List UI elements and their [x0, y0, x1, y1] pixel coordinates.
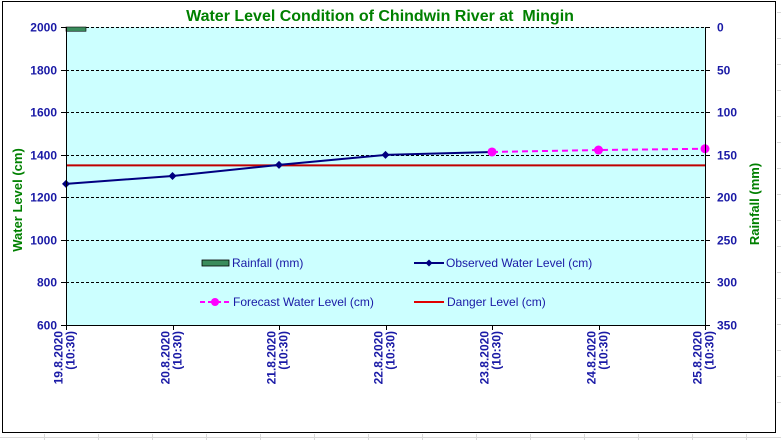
legend-item-forecast[interactable]: Forecast Water Level (cm) — [200, 295, 374, 309]
legend-item-observed[interactable]: Observed Water Level (cm) — [414, 256, 592, 270]
gridlines — [66, 27, 705, 283]
y2-tick-label: 100 — [717, 106, 737, 120]
legend-label-danger: Danger Level (cm) — [447, 295, 546, 309]
forecast-water-level-line — [491, 147, 706, 153]
forecast-point — [487, 147, 497, 157]
y2-tick-label: 350 — [717, 319, 737, 333]
y-axis-right: 0 50 100 150 200 250 300 350 — [705, 21, 737, 333]
y-tick-label: 1000 — [30, 234, 57, 248]
x-tick-time: (10:30) — [597, 331, 611, 370]
legend-marker-diamond — [425, 259, 433, 267]
legend-label-forecast: Forecast Water Level (cm) — [233, 295, 374, 309]
legend-item-danger[interactable]: Danger Level (cm) — [414, 295, 546, 309]
x-tick-date: 25.8.2020 — [691, 331, 705, 385]
x-tick-label: 19.8.2020(10:30) — [52, 331, 78, 385]
y-tick-label: 2000 — [30, 21, 57, 35]
y2-tick-label: 300 — [717, 276, 737, 290]
legend-marker-circle — [211, 298, 219, 306]
x-tick-time: (10:30) — [171, 331, 185, 370]
x-tick-date: 23.8.2020 — [478, 331, 492, 385]
observed-point — [275, 160, 283, 169]
x-tick-time: (10:30) — [703, 331, 717, 370]
y2-tick-label: 50 — [717, 64, 731, 78]
x-tick-date: 19.8.2020 — [52, 331, 66, 385]
y-tick-label: 1400 — [30, 149, 57, 163]
y-tick-label: 1200 — [30, 191, 57, 205]
y-tick-label: 800 — [37, 276, 57, 290]
x-tick-label: 22.8.2020(10:30) — [372, 331, 398, 385]
y2-tick-label: 150 — [717, 149, 737, 163]
chart-title: Water Level Condition of Chindwin River … — [186, 8, 574, 25]
x-tick-label: 24.8.2020(10:30) — [585, 331, 611, 385]
observed-point — [168, 172, 177, 180]
x-tick-time: (10:30) — [384, 331, 398, 370]
y2-axis-title: Rainfall (mm) — [747, 163, 762, 245]
x-tick-label: 21.8.2020(10:30) — [265, 331, 291, 385]
x-tick-time: (10:30) — [490, 331, 504, 370]
x-tick-date: 22.8.2020 — [372, 331, 386, 385]
x-tick-date: 21.8.2020 — [265, 331, 279, 385]
x-tick-label: 23.8.2020(10:30) — [478, 331, 504, 385]
x-tick-date: 20.8.2020 — [159, 331, 173, 385]
x-tick-label: 20.8.2020(10:30) — [159, 331, 185, 385]
x-tick-date: 24.8.2020 — [585, 331, 599, 385]
y-axis-title: Water Level (cm) — [10, 148, 25, 252]
forecast-point — [594, 145, 603, 155]
x-axis: 19.8.2020(10:30) 20.8.2020(10:30) 21.8.202… — [52, 325, 717, 384]
y2-tick-label: 200 — [717, 191, 737, 205]
y-tick-label: 600 — [37, 319, 57, 333]
legend: Rainfall (mm) Observed Water Level (cm) … — [200, 256, 592, 309]
y2-tick-label: 250 — [717, 234, 737, 248]
y-tick-label: 1800 — [30, 64, 57, 78]
x-tick-time: (10:30) — [64, 331, 78, 370]
y-axis-left: 600 800 1000 1200 1400 1600 1800 2000 — [30, 21, 66, 333]
x-tick-time: (10:30) — [277, 331, 291, 370]
x-tick-label: 25.8.2020(10:30) — [691, 331, 717, 385]
series-layer — [62, 26, 710, 188]
rainfall-bar — [65, 26, 87, 32]
y-tick-label: 1600 — [30, 106, 57, 120]
legend-label-rainfall: Rainfall (mm) — [232, 256, 303, 270]
legend-label-observed: Observed Water Level (cm) — [446, 256, 592, 270]
observed-point — [381, 150, 390, 159]
legend-swatch-rainfall — [201, 259, 230, 267]
y2-tick-label: 0 — [717, 21, 724, 35]
legend-item-rainfall[interactable]: Rainfall (mm) — [201, 256, 303, 270]
